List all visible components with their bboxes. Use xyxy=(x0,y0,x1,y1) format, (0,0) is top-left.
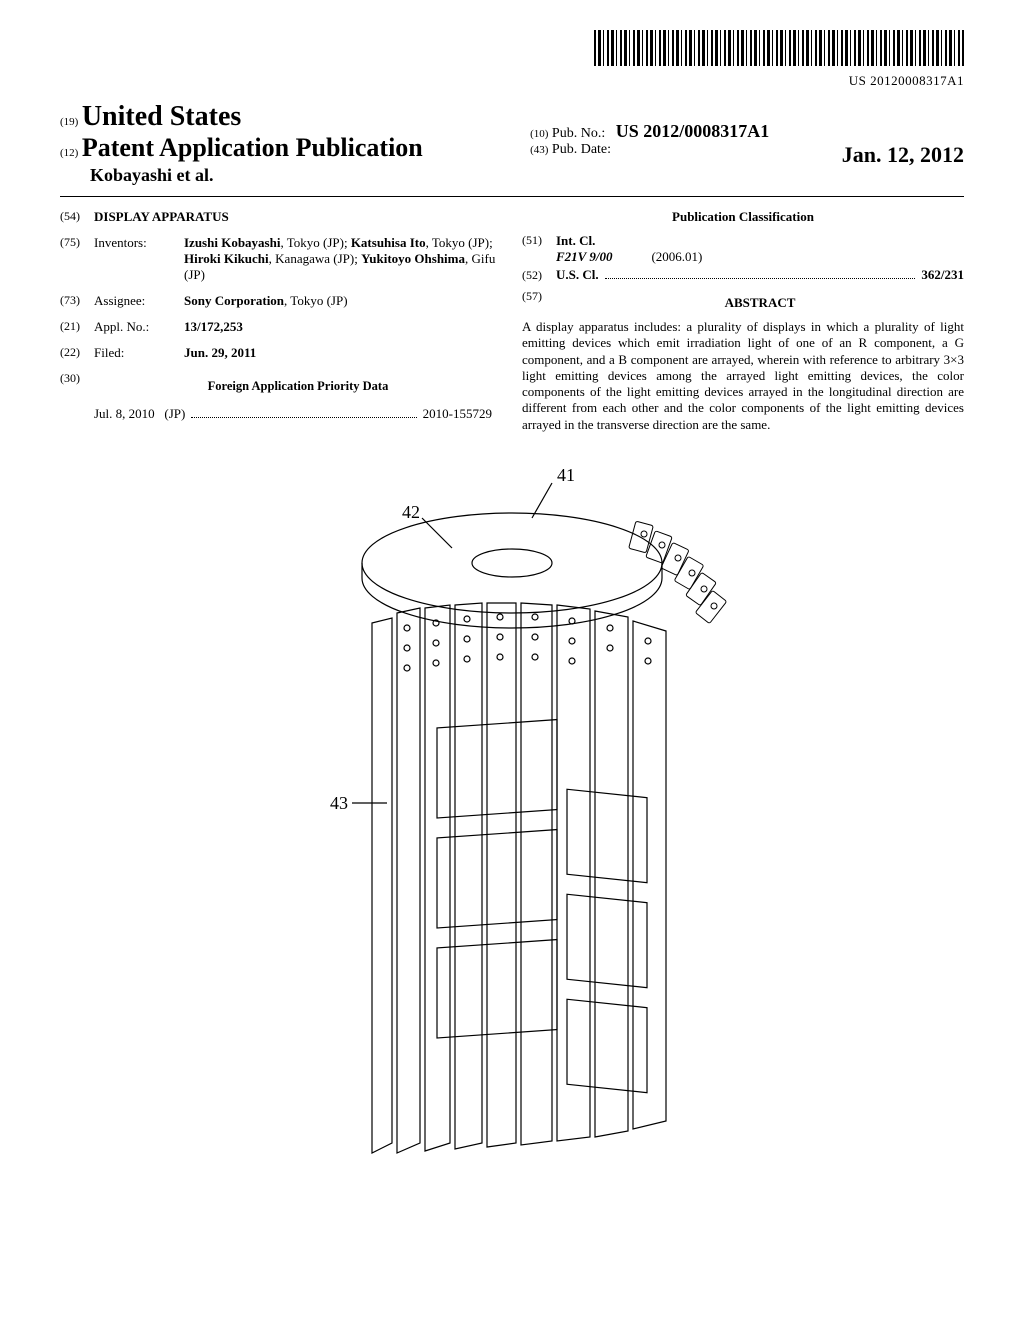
code-19: (19) xyxy=(60,116,78,128)
biblio-left-column: (54) DISPLAY APPARATUS (75) Inventors: I… xyxy=(60,209,502,433)
inventor-name: Yukitoyo Ohshima xyxy=(361,251,465,266)
biblio-right-column: Publication Classification (51) Int. Cl.… xyxy=(522,209,964,433)
pub-class-header: Publication Classification xyxy=(522,209,964,225)
code-73: (73) xyxy=(60,293,94,309)
inventor-loc: , Kanagawa (JP); xyxy=(269,251,361,266)
code-75: (75) xyxy=(60,235,94,283)
header-block: (19) United States (12) Patent Applicati… xyxy=(60,93,964,186)
code-10: (10) xyxy=(530,128,548,140)
dotted-leader xyxy=(605,278,916,279)
pub-no-label: Pub. No.: xyxy=(552,126,605,141)
filed-value: Jun. 29, 2011 xyxy=(184,345,502,361)
barcode-graphic xyxy=(594,30,964,66)
appl-no-label: Appl. No.: xyxy=(94,319,184,335)
code-12: (12) xyxy=(60,147,78,159)
inventor-loc: , Tokyo (JP); xyxy=(280,235,347,250)
patent-figure: 41 42 43 xyxy=(60,463,964,1188)
author-line: Kobayashi et al. xyxy=(60,165,512,186)
pub-date: Jan. 12, 2012 xyxy=(842,142,964,168)
inventors-label: Inventors: xyxy=(94,235,184,283)
priority-number: 2010-155729 xyxy=(423,406,492,422)
us-cl-label: U.S. Cl. xyxy=(556,267,599,283)
foreign-priority-header: Foreign Application Priority Data xyxy=(94,379,502,394)
assignee-value: Sony Corporation, Tokyo (JP) xyxy=(184,293,502,309)
int-cl-block: Int. Cl. F21V 9/00 (2006.01) xyxy=(556,233,964,265)
dotted-leader xyxy=(191,406,416,418)
priority-row: Jul. 8, 2010 (JP) 2010-155729 xyxy=(60,406,502,422)
inventor-loc: , Tokyo (JP); xyxy=(426,235,493,250)
priority-country: (JP) xyxy=(164,406,185,422)
int-cl-class: F21V 9/00 xyxy=(556,249,612,264)
code-51: (51) xyxy=(522,233,556,265)
publication-title: Patent Application Publication xyxy=(82,133,423,162)
priority-date: Jul. 8, 2010 xyxy=(94,406,155,422)
inventor-name: Hiroki Kikuchi xyxy=(184,251,269,266)
code-21: (21) xyxy=(60,319,94,335)
figure-label-43: 43 xyxy=(330,793,348,813)
appl-no-value: 13/172,253 xyxy=(184,319,502,335)
code-43: (43) xyxy=(530,144,548,156)
code-22: (22) xyxy=(60,345,94,361)
inventor-name: Izushi Kobayashi xyxy=(184,235,280,250)
filed-label: Filed: xyxy=(94,345,184,361)
figure-label-42: 42 xyxy=(402,502,420,522)
pub-date-label: Pub. Date: xyxy=(552,142,611,157)
figure-svg: 41 42 43 xyxy=(222,463,802,1183)
figure-label-41: 41 xyxy=(557,465,575,485)
abstract-text: A display apparatus includes: a pluralit… xyxy=(522,319,964,433)
bibliographic-section: (54) DISPLAY APPARATUS (75) Inventors: I… xyxy=(60,209,964,433)
inventors-list: Izushi Kobayashi, Tokyo (JP); Katsuhisa … xyxy=(184,235,502,283)
divider-line xyxy=(60,196,964,197)
barcode-region: US 20120008317A1 xyxy=(60,30,964,89)
country-name: United States xyxy=(82,101,241,132)
assignee-label: Assignee: xyxy=(94,293,184,309)
invention-title: DISPLAY APPARATUS xyxy=(94,209,229,225)
int-cl-label: Int. Cl. xyxy=(556,233,964,249)
assignee-loc: , Tokyo (JP) xyxy=(284,293,348,308)
pub-no: US 2012/0008317A1 xyxy=(616,121,770,141)
us-cl-value: 362/231 xyxy=(921,267,964,283)
code-57: (57) xyxy=(522,289,556,317)
assignee-name: Sony Corporation xyxy=(184,293,284,308)
header-left: (19) United States (12) Patent Applicati… xyxy=(60,93,512,186)
barcode-text: US 20120008317A1 xyxy=(60,73,964,89)
header-right: (10) Pub. No.: US 2012/0008317A1 (43) Pu… xyxy=(530,93,964,168)
code-30: (30) xyxy=(60,371,94,402)
int-cl-year: (2006.01) xyxy=(651,249,702,264)
inventor-name: Katsuhisa Ito xyxy=(351,235,426,250)
code-52: (52) xyxy=(522,268,556,283)
code-54: (54) xyxy=(60,209,94,225)
abstract-header: ABSTRACT xyxy=(556,295,964,311)
